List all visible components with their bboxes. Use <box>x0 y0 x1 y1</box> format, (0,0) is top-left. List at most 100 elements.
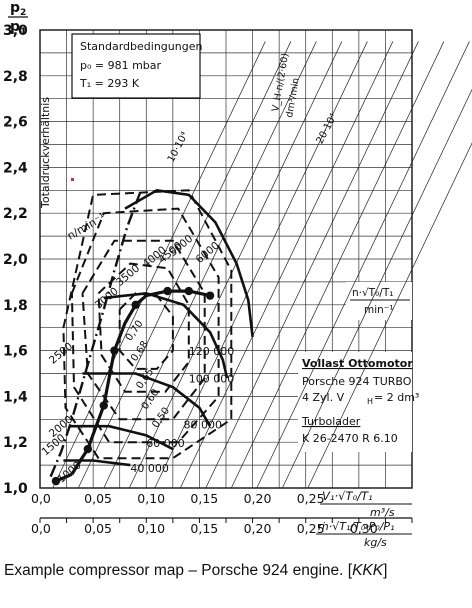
x-upper-axis-label: V₁·√T₀/T₁ <box>322 489 373 503</box>
operating-line-segment <box>70 448 90 476</box>
flow-scale-line <box>256 41 470 489</box>
speed-line-label: 40 000 <box>130 462 169 475</box>
x-lower-tick-label: 0,10 <box>137 521 165 536</box>
operating-point-label: 5000 <box>167 233 195 259</box>
operating-point-label: 3500 <box>114 262 142 288</box>
conditions-box-line1: p₀ = 981 mbar <box>80 59 162 72</box>
operating-point-dot <box>51 476 61 486</box>
efficiency-island <box>62 189 233 460</box>
operating-point-dot <box>205 291 215 300</box>
operating-point-dot <box>184 286 193 296</box>
y-tick-label: 1,0 <box>3 481 28 497</box>
plot-frame <box>39 29 413 489</box>
engine-box-turbo-title: Turbolader <box>301 415 361 428</box>
operating-line-segment <box>112 303 138 352</box>
y-tick-label: 1,4 <box>3 389 28 405</box>
flow-scale-line <box>77 41 292 489</box>
efficiency-island-label: 0,50 <box>150 406 172 431</box>
y-axis-label-numerator: p <box>10 0 20 16</box>
operating-point-label: 2500 <box>47 340 75 366</box>
y-axis-side-label: Totaldruckverhältnis <box>39 97 52 209</box>
engine-box-line2-tail: = 2 dm³ <box>374 391 419 404</box>
speed-line <box>124 188 254 338</box>
speed-line-label: 60 000 <box>146 437 185 450</box>
flow-scale-line <box>307 142 472 489</box>
operating-point-dot <box>163 286 172 296</box>
flow-scale-line <box>230 41 445 489</box>
x-lower-tick-label: 0,25 <box>297 521 325 536</box>
x-upper-tick-label: 0,25 <box>297 491 325 506</box>
x-upper-tick-label: 0,10 <box>137 491 165 506</box>
operating-line-segment <box>102 350 116 406</box>
x-upper-tick-label: 0,05 <box>84 491 112 506</box>
y-tick-label: 2,0 <box>3 252 28 268</box>
efficiency-island <box>97 262 190 393</box>
x-lower-tick-label: 0,15 <box>190 521 218 536</box>
y-tick-label: 1,8 <box>3 298 28 314</box>
y-tick-label: 2,8 <box>3 69 28 85</box>
x-lower-axis-label: ṁ·√T₁/T₀·P₀/P₁ <box>318 520 394 533</box>
caption-source: KKK <box>352 562 384 579</box>
red-mark <box>71 178 74 181</box>
conditions-box <box>71 33 201 99</box>
flow-scale-line <box>205 41 419 489</box>
scale-label: 20·10⁴ <box>315 112 340 146</box>
speed-line <box>82 372 212 427</box>
compressor-map-chart: 1,01,21,41,61,82,02,22,42,62,83,0p 2p 1Tot… <box>3 0 472 549</box>
x-upper-tick-label: 0,0 <box>31 491 51 506</box>
y-axis-label-denominator: p <box>10 19 20 35</box>
surge-line <box>49 189 143 478</box>
conditions-box-title: Standardbedingungen <box>80 40 202 53</box>
y-tick-label: 2,6 <box>3 115 28 131</box>
corrected-speed-label: n·√T₀/T₁ <box>352 287 393 299</box>
speed-line-label: 80 000 <box>183 418 222 431</box>
engine-box <box>298 352 412 452</box>
y-tick-label: 2,2 <box>3 206 28 222</box>
efficiency-island <box>70 207 220 444</box>
operating-point-dot <box>110 346 119 355</box>
flow-scale-line <box>128 41 343 489</box>
y-axis-label-denominator-sub: 1 <box>20 27 26 37</box>
engine-flow-unit: dm³/min <box>284 77 302 119</box>
flow-scale-line <box>52 41 266 489</box>
speed-line-label: 120 000 <box>189 345 235 358</box>
x-upper-tick-label: 0,15 <box>190 491 218 506</box>
y-tick-label: 1,6 <box>3 344 28 360</box>
y-tick-label: 2,4 <box>3 160 28 176</box>
scale-label: 10·10⁴ <box>166 130 191 164</box>
corrected-speed-label-bg <box>346 282 412 320</box>
speed-line <box>63 459 131 467</box>
operating-point-dot <box>99 401 108 410</box>
operating-point-dot <box>83 444 93 454</box>
engine-box-line2: 4 Zyl. V <box>302 391 345 404</box>
x-lower-tick-label: 0,0 <box>31 521 51 536</box>
operating-line-segment <box>134 289 168 307</box>
y-axis-label-numerator-sub: 2 <box>20 8 26 18</box>
operating-point-dot <box>131 300 140 309</box>
flow-scale-line <box>282 88 472 489</box>
x-lower-tick-label: 0,20 <box>244 521 272 536</box>
engine-box-turbo-line: K 26-2470 R 6.10 <box>302 432 398 445</box>
corrected-speed-unit: min⁻¹ <box>364 304 394 316</box>
operating-point-label: 3000 <box>93 285 121 311</box>
x-lower-tick-label: 0,05 <box>84 521 112 536</box>
figure-caption: Example compressor map – Porsche 924 eng… <box>4 562 468 602</box>
caption-text: Example compressor map – Porsche 924 eng… <box>4 562 353 579</box>
speed-line <box>103 291 229 379</box>
conditions-box-line2: T₁ = 293 K <box>79 77 140 90</box>
x-lower-axis-unit: kg/s <box>364 536 387 549</box>
x-lower-tick-label: 0,30 <box>350 521 378 536</box>
speed-line-label: 100 000 <box>189 373 235 386</box>
speed-line <box>69 424 174 451</box>
engine-box-line2-sub: H <box>367 397 373 406</box>
x-upper-axis-unit: m³/s <box>370 506 395 519</box>
operating-line-segment <box>86 405 106 450</box>
flow-scale-line <box>179 41 394 489</box>
y-tick-label: 3,0 <box>3 23 28 39</box>
efficiency-island <box>81 239 206 421</box>
engine-box-title: Vollast Ottomotor <box>302 357 413 370</box>
x-upper-tick-label: 0,20 <box>244 491 272 506</box>
caption-close: ] <box>383 562 388 579</box>
flow-scale-line <box>154 41 368 489</box>
y-tick-label: 1,2 <box>3 435 28 451</box>
